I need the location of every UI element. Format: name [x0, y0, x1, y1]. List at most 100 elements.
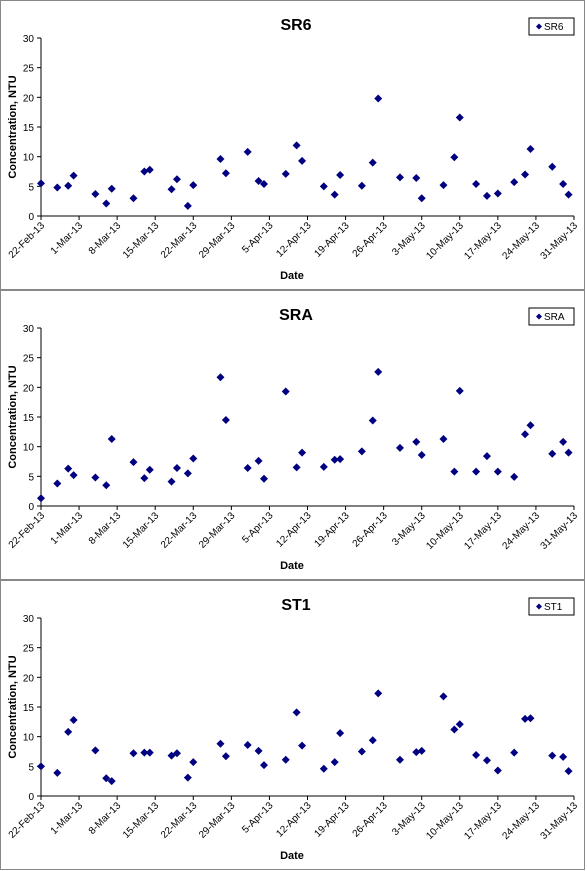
- data-point: [319, 462, 328, 471]
- data-point: [319, 182, 328, 191]
- data-point: [439, 181, 448, 190]
- x-tick-label: 31-May-13: [539, 510, 581, 552]
- x-tick-label: 12-Apr-13: [274, 220, 314, 260]
- data-point: [330, 758, 339, 767]
- data-point: [140, 474, 149, 483]
- data-point: [91, 746, 100, 755]
- legend-label: SRA: [544, 312, 565, 323]
- data-point: [102, 774, 111, 783]
- data-point: [216, 373, 225, 382]
- y-tick-label: 15: [23, 413, 35, 424]
- data-point: [64, 727, 73, 736]
- data-point: [259, 179, 268, 188]
- y-tick-label: 5: [28, 762, 34, 773]
- x-tick-label: 1-Mar-13: [49, 220, 86, 257]
- data-point: [472, 467, 481, 476]
- chart-title: SR6: [280, 17, 311, 34]
- x-tick-label: 15-Mar-13: [121, 510, 162, 551]
- data-point: [412, 437, 421, 446]
- data-point: [259, 761, 268, 770]
- data-point: [37, 762, 45, 771]
- data-point: [439, 434, 448, 443]
- y-axis-title: Concentration, NTU: [7, 365, 19, 468]
- data-point: [417, 450, 426, 459]
- data-point: [564, 767, 573, 776]
- x-tick-label: 22-Feb-13: [7, 220, 48, 261]
- data-point: [439, 692, 448, 701]
- x-tick-label: 19-Apr-13: [312, 510, 352, 550]
- data-point: [107, 184, 116, 193]
- data-point: [129, 194, 138, 203]
- x-tick-label: 24-May-13: [500, 800, 542, 842]
- data-point: [521, 714, 530, 723]
- data-point: [564, 448, 573, 457]
- data-point: [37, 494, 45, 503]
- data-point: [357, 447, 366, 456]
- chart-title: ST1: [281, 597, 310, 614]
- data-point: [69, 716, 78, 725]
- data-point: [450, 153, 459, 162]
- chart-panel-st1: ST1 0 5 10 15 20 25 30 22-Feb-13 1-Mar-13 8-Mar-13…: [0, 580, 585, 870]
- data-point: [64, 181, 73, 190]
- data-point: [183, 773, 192, 782]
- x-tick-label: 5-Apr-13: [240, 510, 276, 546]
- data-point: [172, 175, 181, 184]
- data-point: [368, 736, 377, 745]
- y-tick-label: 25: [23, 354, 35, 365]
- data-point: [102, 481, 111, 490]
- y-axis-title: Concentration, NTU: [7, 75, 19, 178]
- data-point: [482, 452, 491, 461]
- data-point: [221, 169, 230, 178]
- scatter-chart-sr6: SR6 0 5 10 15 20 25 30 22-Feb-13 1-Mar-13 8-Mar-13…: [7, 17, 581, 282]
- data-point: [548, 162, 557, 171]
- data-point: [336, 729, 345, 738]
- x-tick-label: 19-Apr-13: [312, 220, 352, 260]
- data-point: [455, 720, 464, 729]
- x-tick-label: 8-Mar-13: [87, 800, 124, 837]
- data-point: [145, 748, 154, 757]
- x-tick-label: 31-May-13: [539, 800, 581, 842]
- data-point: [91, 190, 100, 199]
- y-tick-label: 5: [28, 182, 34, 193]
- data-point: [221, 752, 230, 761]
- data-point: [559, 752, 568, 761]
- x-tick-label: 26-Apr-13: [351, 800, 391, 840]
- y-tick-label: 30: [23, 34, 35, 45]
- y-tick-label: 20: [23, 673, 35, 684]
- data-point: [53, 183, 62, 192]
- y-tick-label: 25: [23, 644, 35, 655]
- data-point: [167, 477, 176, 486]
- data-point: [374, 367, 383, 376]
- y-tick-label: 15: [23, 123, 35, 134]
- data-point: [482, 756, 491, 765]
- data-point: [559, 437, 568, 446]
- x-tick-label: 22-Mar-13: [159, 800, 200, 841]
- y-tick-label: 5: [28, 472, 34, 483]
- x-tick-label: 29-Mar-13: [197, 510, 238, 551]
- data-point: [455, 386, 464, 395]
- data-point: [281, 755, 290, 764]
- legend-box: [528, 17, 575, 36]
- data-point: [374, 689, 383, 698]
- x-tick-label: 22-Feb-13: [7, 510, 48, 551]
- x-tick-label: 5-Apr-13: [240, 800, 276, 836]
- data-point: [254, 176, 263, 185]
- data-point: [395, 173, 404, 182]
- data-point: [493, 766, 502, 775]
- data-point: [172, 749, 181, 758]
- x-tick-label: 3-May-13: [390, 220, 428, 258]
- data-point: [526, 714, 535, 723]
- data-point: [493, 467, 502, 476]
- data-point: [450, 725, 459, 734]
- x-tick-label: 3-May-13: [390, 800, 428, 838]
- x-tick-label: 17-May-13: [462, 220, 504, 262]
- data-point: [395, 443, 404, 452]
- y-tick-label: 30: [23, 324, 35, 335]
- data-point: [472, 751, 481, 760]
- x-axis-title: Date: [280, 560, 304, 572]
- data-point: [254, 746, 263, 755]
- data-point: [298, 156, 307, 165]
- data-point: [559, 179, 568, 188]
- data-point: [374, 94, 383, 103]
- data-point: [368, 416, 377, 425]
